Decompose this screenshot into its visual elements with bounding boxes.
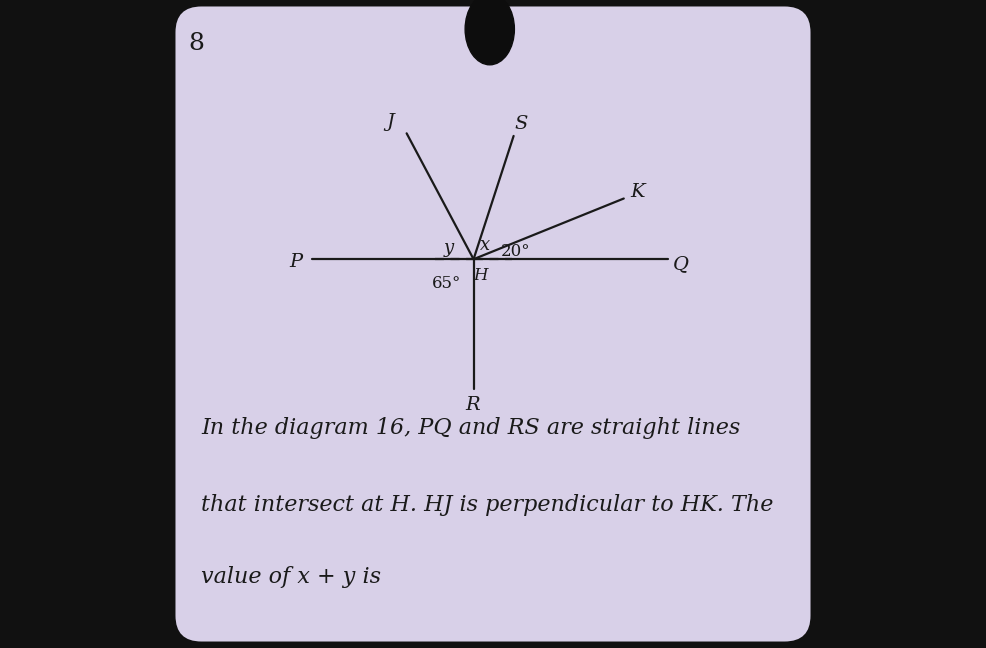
Ellipse shape	[465, 0, 515, 65]
Text: R: R	[465, 396, 479, 414]
Text: 65°: 65°	[432, 275, 461, 292]
Text: S: S	[515, 115, 528, 133]
Text: 8: 8	[188, 32, 204, 55]
Text: H: H	[473, 267, 487, 284]
FancyBboxPatch shape	[176, 6, 810, 642]
Text: x: x	[480, 236, 490, 254]
Text: that intersect at H. HJ is perpendicular to HK. The: that intersect at H. HJ is perpendicular…	[201, 494, 774, 516]
Text: J: J	[387, 113, 394, 131]
Text: Q: Q	[672, 255, 689, 273]
Text: y: y	[444, 238, 454, 257]
Text: K: K	[631, 183, 645, 201]
Text: In the diagram 16, PQ and RS are straight lines: In the diagram 16, PQ and RS are straigh…	[201, 417, 740, 439]
Text: value of x + y is: value of x + y is	[201, 566, 382, 588]
Text: 20°: 20°	[501, 243, 530, 260]
Text: P: P	[289, 253, 302, 272]
